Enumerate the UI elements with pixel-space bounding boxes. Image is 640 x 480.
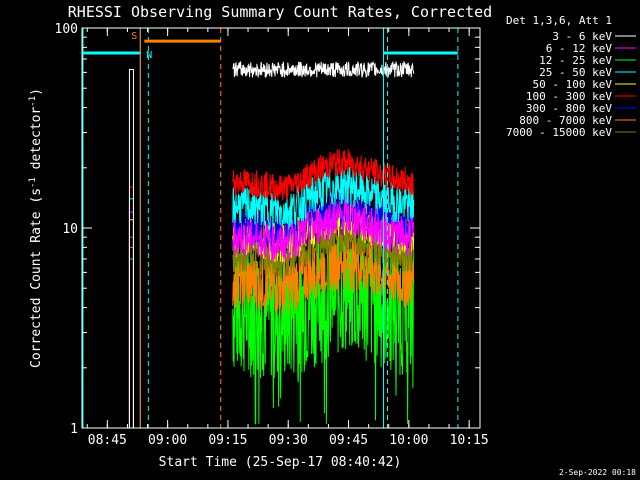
legend-label-3: 25 - 50 keV [539,66,612,79]
y-tick-label-1: 10 [62,222,78,237]
x-tick-label-6: 10:15 [450,433,489,448]
legend-label-5: 100 - 300 keV [526,90,612,103]
legend-label-8: 7000 - 15000 keV [506,126,612,139]
x-tick-label-1: 09:00 [148,433,187,448]
legend-header: Det 1,3,6, Att 1 [506,14,612,27]
saa-label: S [131,31,137,42]
legend-label-2: 12 - 25 keV [539,54,612,67]
x-tick-label-4: 09:45 [329,433,368,448]
x-tick-label-2: 09:15 [208,433,247,448]
legend-label-4: 50 - 100 keV [533,78,613,91]
legend-label-7: 800 - 7000 keV [519,114,612,127]
night-label: N [146,50,152,61]
legend-label-6: 300 - 800 keV [526,102,612,115]
plot-area: SN [82,28,459,428]
x-axis-label: Start Time (25-Sep-17 08:40:42) [159,455,402,470]
x-tick-label-3: 09:30 [269,433,308,448]
chart-title: RHESSI Observing Summary Count Rates, Co… [68,3,492,21]
legend-label-1: 6 - 12 keV [546,42,613,55]
y-axis-label-sup-2: -1 [28,96,38,107]
x-tick-label-0: 08:45 [88,433,127,448]
legend-label-0: 3 - 6 keV [552,30,612,43]
x-tick-label-5: 10:00 [389,433,428,448]
series-burst-0 [128,69,134,428]
y-tick-label-2: 1 [70,422,78,437]
y-axis-label-mid: detector [29,107,44,178]
axes: 100 10 1 08:45 09:00 09:15 09:30 09:45 10:00 10:1… [55,22,489,448]
y-axis-label: Corrected Count Rate (s-1 detector-1) [28,88,44,368]
y-tick-label-0: 100 [55,22,78,37]
footer-timestamp: 2-Sep-2022 00:18 [559,468,636,477]
y-axis-label-sup-1: -1 [28,177,38,188]
y-axis-label-end: ) [29,88,44,96]
